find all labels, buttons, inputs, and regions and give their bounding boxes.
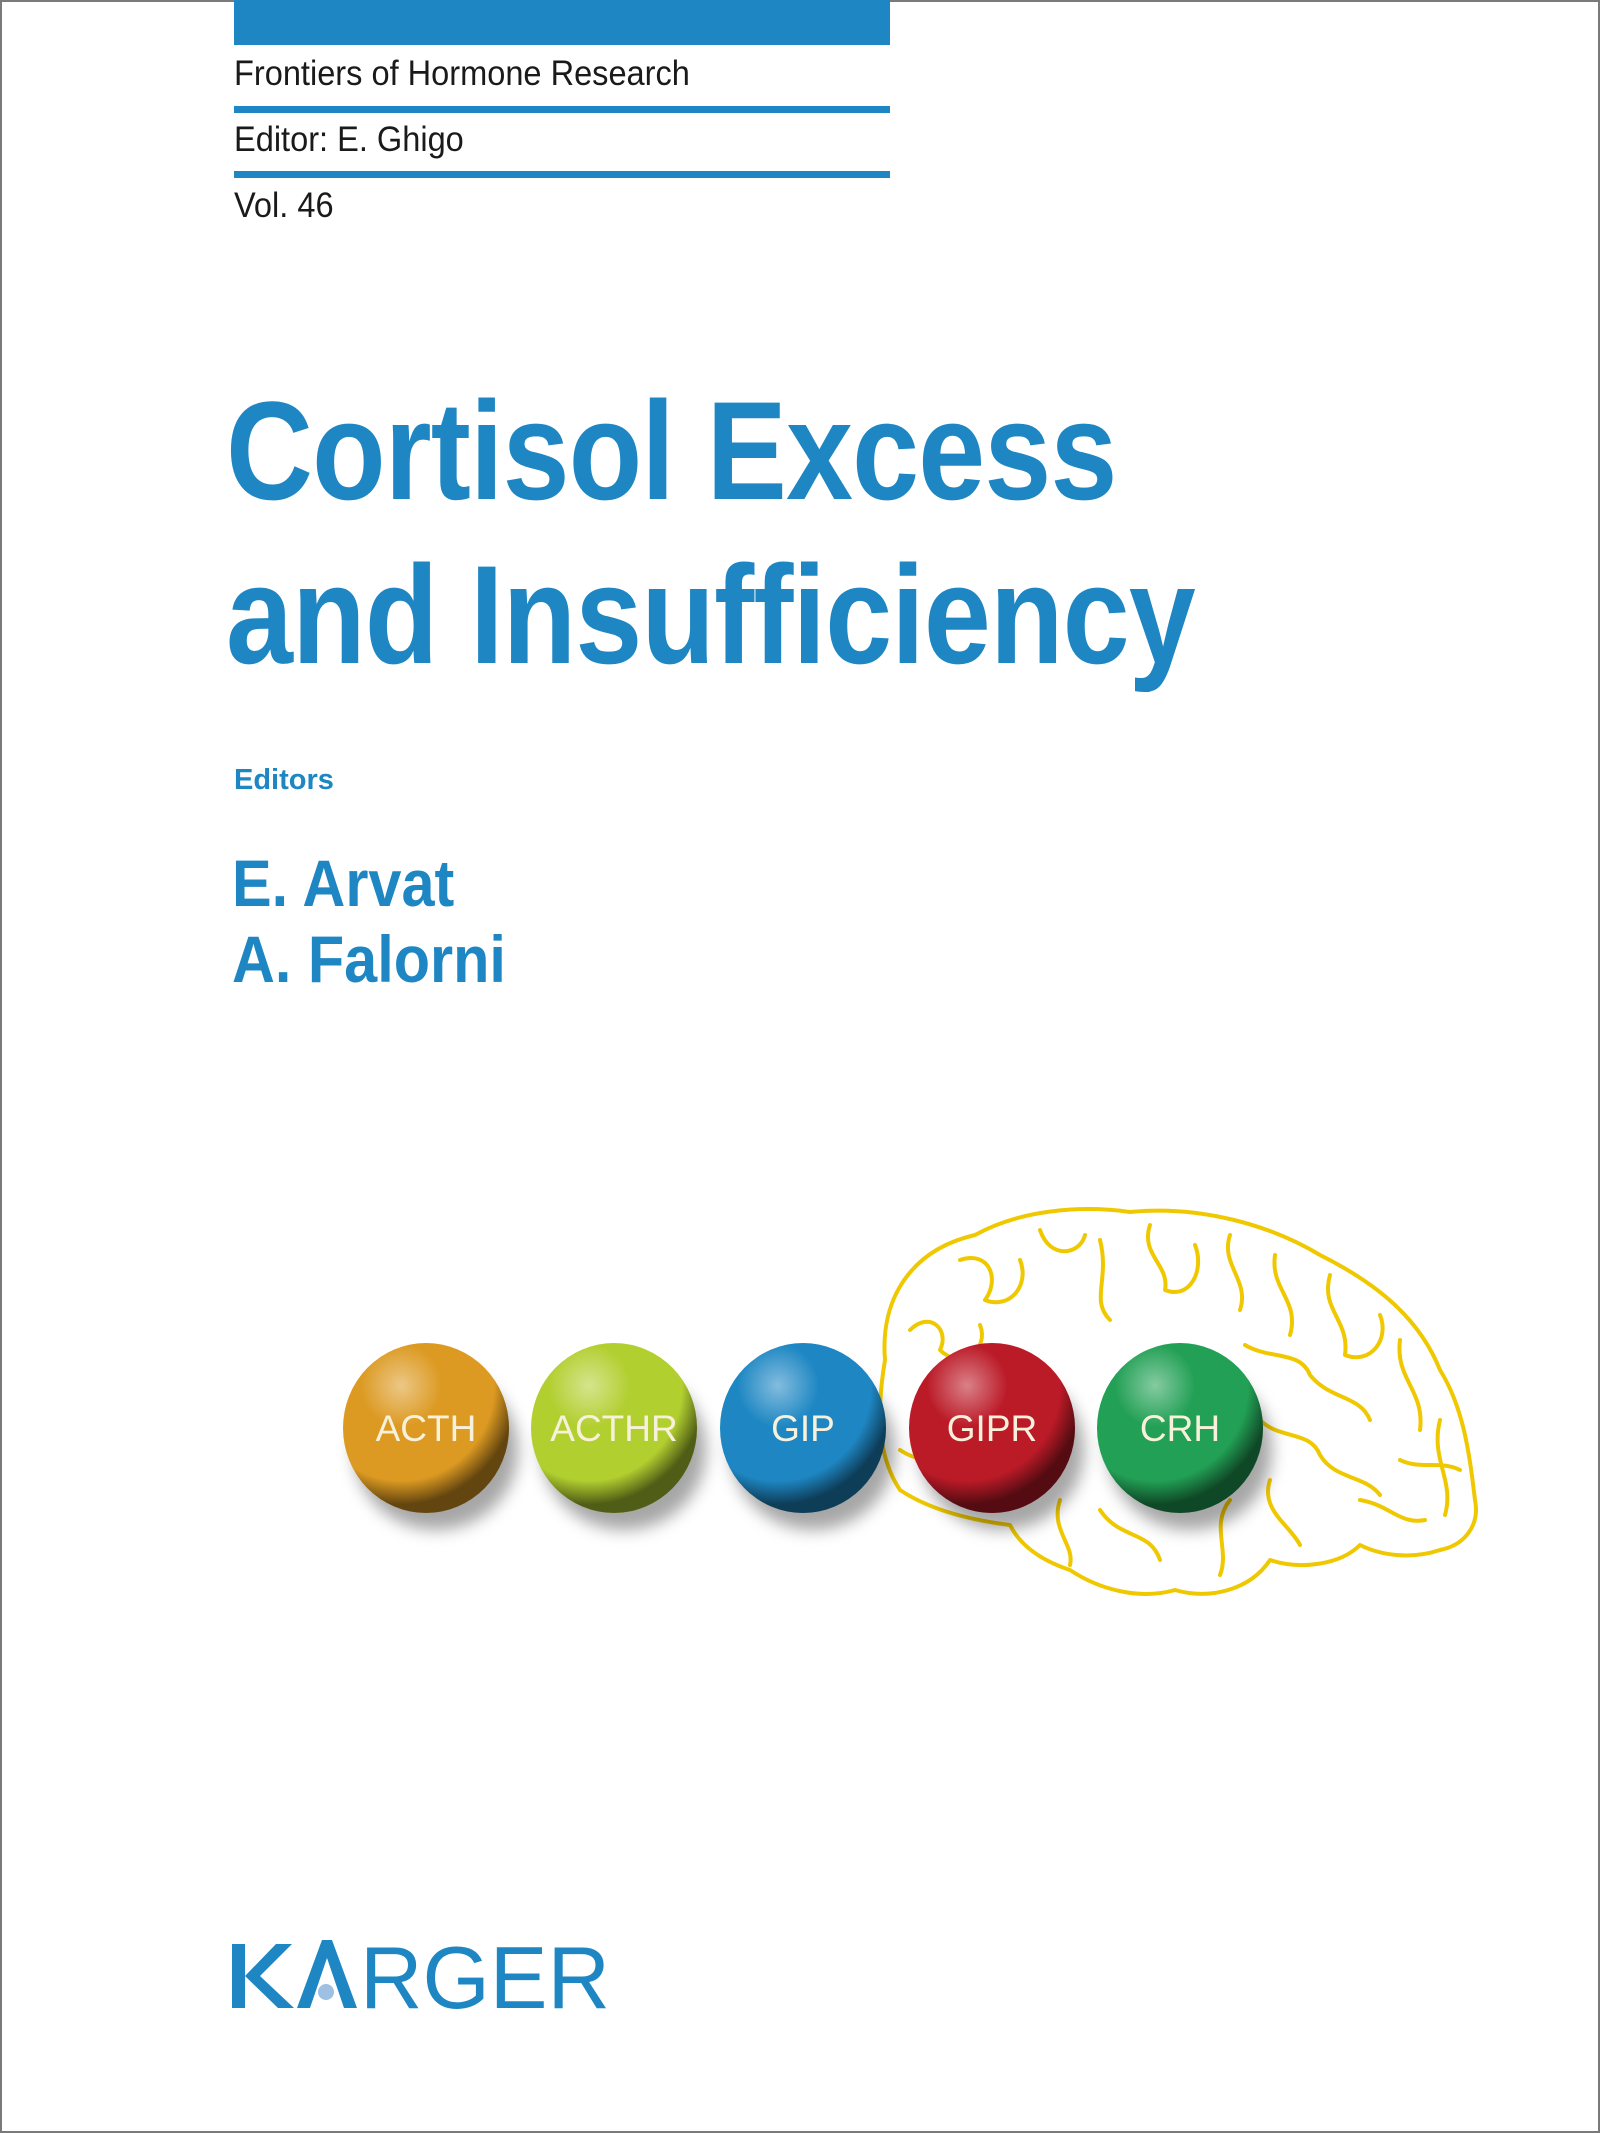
ball-label: GIP (771, 1408, 835, 1449)
series-divider (234, 106, 890, 113)
ball-shading (531, 1343, 697, 1513)
series-volume: Vol. 46 (234, 186, 334, 225)
ball-label: GIPR (947, 1408, 1037, 1449)
series-top-bar (234, 0, 890, 45)
book-title-line-2: and Insufficiency (226, 536, 1196, 693)
hormone-ball-acth: ACTH (343, 1343, 518, 1530)
series-divider (234, 171, 890, 178)
ball-label: ACTH (376, 1408, 477, 1449)
series-name: Frontiers of Hormone Research (234, 54, 690, 93)
ball-shading (343, 1343, 509, 1513)
hormone-ball-crh: CRH (1097, 1343, 1272, 1530)
hormone-ball-gipr: GIPR (909, 1343, 1084, 1530)
editor-name: A. Falorni (232, 922, 506, 996)
editors-label: Editors (234, 764, 334, 796)
series-editor: Editor: E. Ghigo (234, 120, 464, 159)
editor-name: E. Arvat (232, 846, 455, 920)
karger-logo: RGER (232, 1940, 610, 2012)
ball-shading (1097, 1343, 1263, 1513)
hormone-ball-gip: GIP (720, 1343, 895, 1530)
ball-shading (720, 1343, 886, 1513)
book-title-line-1: Cortisol Excess (226, 372, 1117, 529)
ball-label: ACTHR (550, 1408, 677, 1449)
ball-label: CRH (1140, 1408, 1220, 1449)
hormone-ball-acthr: ACTHR (531, 1343, 706, 1530)
hormone-brain-illustration: ACTH ACTHR GIP GIPR CRH (343, 1207, 1478, 1596)
ball-shading (909, 1343, 1075, 1513)
logo-text: RGER (360, 1940, 610, 2012)
